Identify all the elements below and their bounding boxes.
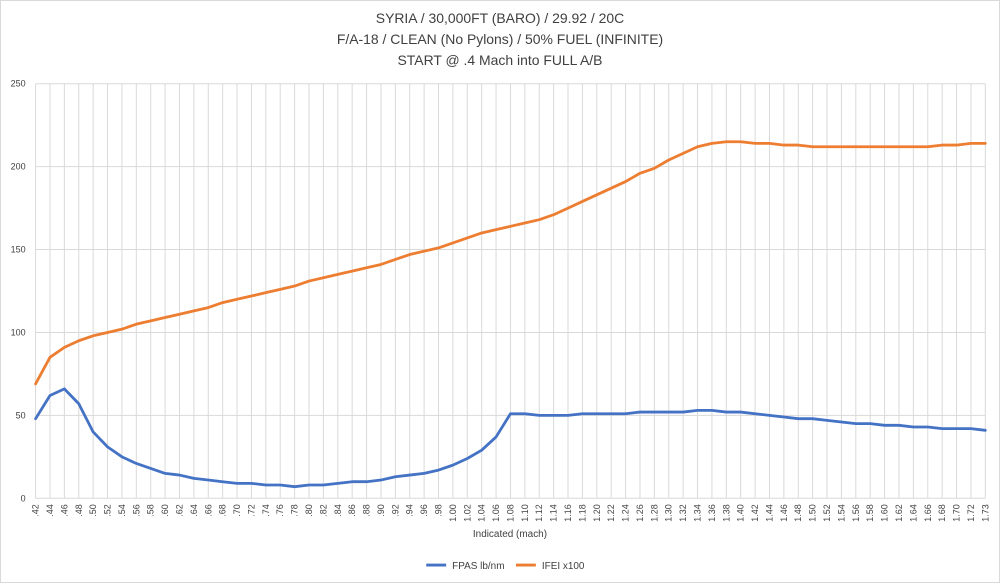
x-tick-label: 1.30 bbox=[664, 504, 674, 521]
y-tick-label: 0 bbox=[21, 493, 26, 503]
x-tick-label: .92 bbox=[390, 504, 400, 516]
x-tick-label: 1.64 bbox=[908, 504, 918, 521]
legend-label-fpas: FPAS lb/nm bbox=[452, 561, 504, 572]
x-tick-label: .62 bbox=[174, 504, 184, 516]
x-tick-label: 1.06 bbox=[491, 504, 501, 521]
x-tick-label: .52 bbox=[103, 504, 113, 516]
chart-title-line-1: SYRIA / 30,000FT (BARO) / 29.92 / 20C bbox=[376, 10, 624, 26]
x-tick-label: .84 bbox=[333, 504, 343, 516]
gridlines bbox=[35, 83, 986, 499]
x-tick-label: .58 bbox=[146, 504, 156, 516]
series-line-fpas bbox=[34, 387, 987, 489]
x-tick-label: 1.68 bbox=[937, 504, 947, 521]
x-tick-label: .98 bbox=[434, 504, 444, 516]
x-tick-label: 1.12 bbox=[534, 504, 544, 521]
x-tick-label: 1.62 bbox=[894, 504, 904, 521]
x-tick-label: .42 bbox=[31, 504, 41, 516]
y-tick-label: 250 bbox=[11, 79, 26, 89]
x-tick-label: .44 bbox=[45, 504, 55, 516]
x-tick-label: .68 bbox=[218, 504, 228, 516]
x-tick-label: .64 bbox=[189, 504, 199, 516]
series-line-ifei bbox=[34, 140, 987, 386]
x-tick-label: 1.42 bbox=[750, 504, 760, 521]
x-tick-label: 1.04 bbox=[477, 504, 487, 521]
x-tick-label: 1.46 bbox=[779, 504, 789, 521]
y-axis-tick-labels: 0 50 100 150 200 250 bbox=[11, 79, 26, 504]
x-tick-label: .66 bbox=[203, 504, 213, 516]
x-tick-label: 1.18 bbox=[577, 504, 587, 521]
y-tick-label: 50 bbox=[16, 410, 26, 420]
x-tick-label: .78 bbox=[290, 504, 300, 516]
chart-title: SYRIA / 30,000FT (BARO) / 29.92 / 20C F/… bbox=[337, 10, 663, 68]
x-tick-label: 1.52 bbox=[822, 504, 832, 521]
x-tick-label: .50 bbox=[88, 504, 98, 516]
x-tick-label: 1.72 bbox=[966, 504, 976, 521]
x-tick-label: .76 bbox=[275, 504, 285, 516]
x-tick-label: .74 bbox=[261, 504, 271, 516]
x-tick-label: 1.48 bbox=[793, 504, 803, 521]
x-tick-label: .48 bbox=[74, 504, 84, 516]
legend: FPAS lb/nm IFEI x100 bbox=[426, 561, 585, 572]
x-axis-title: Indicated (mach) bbox=[473, 529, 547, 540]
x-tick-label: 1.16 bbox=[563, 504, 573, 521]
x-tick-label: 1.70 bbox=[952, 504, 962, 521]
x-tick-label: .88 bbox=[362, 504, 372, 516]
x-tick-label: 1.44 bbox=[764, 504, 774, 521]
x-tick-label: 1.58 bbox=[865, 504, 875, 521]
x-tick-label: 1.02 bbox=[462, 504, 472, 521]
x-tick-label: .94 bbox=[405, 504, 415, 516]
x-tick-label: 1.60 bbox=[880, 504, 890, 521]
x-tick-label: 1.08 bbox=[505, 504, 515, 521]
x-tick-label: .72 bbox=[246, 504, 256, 516]
x-tick-label: 1.50 bbox=[808, 504, 818, 521]
x-tick-label: 1.36 bbox=[707, 504, 717, 521]
x-tick-label: 1.26 bbox=[635, 504, 645, 521]
x-tick-label: .90 bbox=[376, 504, 386, 516]
x-tick-label: .56 bbox=[131, 504, 141, 516]
y-tick-label: 100 bbox=[11, 327, 26, 337]
x-tick-label: .60 bbox=[160, 504, 170, 516]
x-tick-label: 1.22 bbox=[606, 504, 616, 521]
legend-label-ifei: IFEI x100 bbox=[542, 561, 585, 572]
chart-title-line-3: START @ .4 Mach into FULL A/B bbox=[398, 52, 603, 68]
x-tick-label: 1.40 bbox=[736, 504, 746, 521]
x-tick-label: 1.56 bbox=[851, 504, 861, 521]
x-tick-label: .46 bbox=[59, 504, 69, 516]
x-tick-label: 1.54 bbox=[836, 504, 846, 521]
x-tick-label: 1.20 bbox=[592, 504, 602, 521]
x-tick-label: .70 bbox=[232, 504, 242, 516]
x-tick-label: 1.34 bbox=[693, 504, 703, 521]
x-tick-label: 1.00 bbox=[448, 504, 458, 521]
x-tick-label: 1.38 bbox=[721, 504, 731, 521]
y-tick-label: 150 bbox=[11, 245, 26, 255]
x-tick-label: 1.14 bbox=[549, 504, 559, 521]
x-tick-label: 1.73 bbox=[980, 504, 990, 521]
x-tick-label: .54 bbox=[117, 504, 127, 516]
x-axis-tick-labels: .42 .44 .46 .48 .50 .52 .54 .56 .58 .60 .62 .64 .66.… bbox=[31, 504, 991, 521]
x-tick-label: 1.10 bbox=[520, 504, 530, 521]
x-tick-label: 1.28 bbox=[649, 504, 659, 521]
x-tick-label: .86 bbox=[347, 504, 357, 516]
x-tick-label: 1.32 bbox=[678, 504, 688, 521]
x-tick-label: .82 bbox=[318, 504, 328, 516]
x-tick-label: .96 bbox=[419, 504, 429, 516]
y-tick-label: 200 bbox=[11, 162, 26, 172]
x-tick-label: 1.24 bbox=[621, 504, 631, 521]
x-tick-label: 1.66 bbox=[923, 504, 933, 521]
series-layer bbox=[34, 140, 987, 489]
chart-title-line-2: F/A-18 / CLEAN (No Pylons) / 50% FUEL (I… bbox=[337, 31, 663, 47]
x-tick-label: .80 bbox=[304, 504, 314, 516]
